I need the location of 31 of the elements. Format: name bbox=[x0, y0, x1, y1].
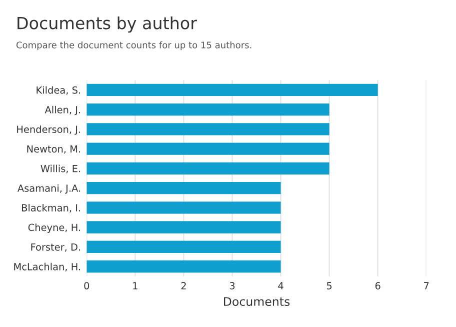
y-tick-label: Newton, M. bbox=[27, 145, 80, 154]
x-axis-title: Documents bbox=[224, 297, 290, 306]
bar bbox=[86, 240, 281, 253]
y-tick-label: Forster, D. bbox=[31, 243, 80, 252]
y-tick-label: Allen, J. bbox=[44, 106, 80, 116]
bar bbox=[86, 202, 281, 214]
bar bbox=[86, 162, 330, 174]
bar bbox=[86, 103, 330, 116]
y-tick-label: Asamani, J.A. bbox=[17, 184, 80, 194]
y-tick-label: McLachlan, H. bbox=[14, 262, 80, 272]
y-tick-label: Henderson, J. bbox=[17, 125, 80, 135]
bar bbox=[86, 84, 378, 96]
bar bbox=[86, 260, 281, 273]
x-tick-label: 6 bbox=[375, 282, 380, 290]
chart-title: Documents by author bbox=[18, 16, 197, 33]
y-tick-label: Blackman, I. bbox=[22, 204, 80, 212]
bar bbox=[86, 142, 330, 155]
x-tick-label: 4 bbox=[278, 282, 284, 290]
bar bbox=[86, 182, 281, 194]
x-tick-label: 0 bbox=[84, 282, 90, 290]
y-tick-label: Willis, E. bbox=[40, 164, 80, 174]
chart-subtitle: Compare the document counts for up to 15 authors. bbox=[16, 41, 252, 50]
x-tick-label: 7 bbox=[424, 282, 429, 290]
x-tick-label: 3 bbox=[230, 282, 235, 290]
bar bbox=[86, 221, 281, 234]
bar bbox=[86, 123, 330, 136]
x-tick-label: 2 bbox=[181, 282, 186, 290]
x-tick-label: 5 bbox=[326, 282, 332, 290]
y-tick-label: Kildea, S. bbox=[36, 86, 80, 95]
y-tick-label: Cheyne, H. bbox=[28, 224, 80, 233]
x-tick-label: 1 bbox=[133, 282, 138, 290]
